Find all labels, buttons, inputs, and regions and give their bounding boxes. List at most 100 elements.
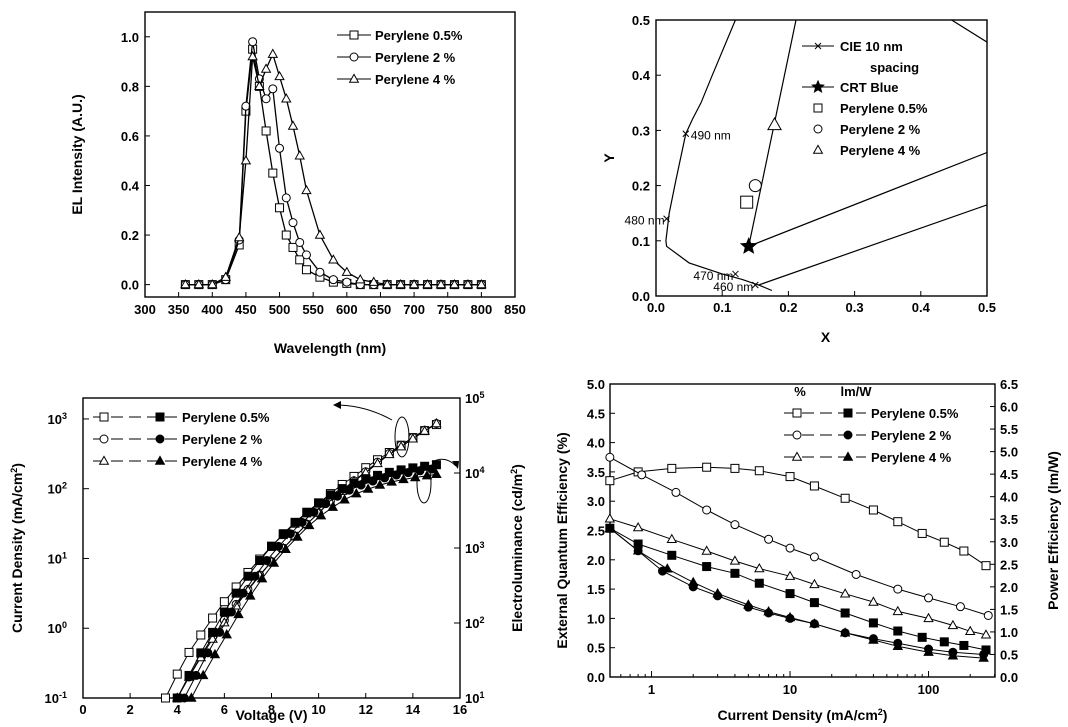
series-circle-filled bbox=[179, 464, 437, 703]
y-tick-label: 0.1 bbox=[632, 234, 650, 249]
data-point bbox=[245, 590, 256, 600]
data-point bbox=[261, 126, 271, 136]
data-point bbox=[160, 693, 170, 703]
data-point bbox=[215, 627, 225, 637]
y2-tick-label: 2.5 bbox=[1000, 557, 1018, 572]
data-point bbox=[275, 143, 285, 153]
cie-locus-curve bbox=[665, 20, 773, 292]
legend-marker bbox=[349, 52, 359, 62]
x-tick-label: 100 bbox=[918, 682, 940, 697]
y2-tick-label: 103 bbox=[465, 540, 484, 556]
data-point bbox=[327, 501, 339, 511]
y-tick-label: 0.2 bbox=[121, 228, 139, 243]
x-tick-label: 350 bbox=[168, 302, 190, 317]
data-point bbox=[959, 546, 969, 556]
data-point bbox=[380, 473, 390, 483]
data-point bbox=[341, 266, 353, 276]
cie-wavelength-mark bbox=[751, 281, 759, 289]
data-point bbox=[662, 563, 673, 573]
wavelength-label: 480 nm bbox=[625, 214, 665, 228]
legend-marker-open bbox=[792, 430, 802, 440]
data-point bbox=[351, 488, 362, 498]
data-point bbox=[701, 545, 712, 555]
ellipse-annotation bbox=[416, 462, 432, 504]
series-square-open bbox=[605, 462, 991, 571]
y-tick-label: 100 bbox=[48, 620, 67, 636]
x-axis-title: X bbox=[821, 329, 831, 345]
x-mark-stroke bbox=[663, 215, 670, 223]
y2-tick-label: 3.0 bbox=[1000, 535, 1018, 550]
series-circle-open bbox=[605, 452, 993, 620]
data-point bbox=[260, 63, 272, 73]
data-point bbox=[395, 441, 407, 451]
data-point bbox=[268, 168, 278, 178]
perylene-cie-point bbox=[740, 195, 754, 209]
legend-label: Perylene 2 % bbox=[182, 432, 263, 447]
data-point bbox=[261, 94, 271, 104]
y-tick-label: 3.0 bbox=[587, 494, 605, 509]
ellipse-annotation bbox=[394, 416, 410, 458]
data-point bbox=[981, 561, 991, 571]
data-point bbox=[321, 499, 331, 509]
data-point bbox=[295, 255, 305, 265]
data-point bbox=[309, 507, 319, 517]
data-point bbox=[403, 468, 413, 478]
data-point bbox=[328, 254, 339, 264]
data-point bbox=[287, 120, 299, 130]
y-axis-title: Y bbox=[601, 153, 617, 163]
data-point bbox=[274, 70, 285, 81]
data-point bbox=[281, 93, 292, 103]
x-tick-label: 0.2 bbox=[779, 300, 797, 315]
data-point bbox=[374, 479, 386, 489]
data-point bbox=[395, 278, 406, 289]
data-point bbox=[754, 466, 764, 476]
x-tick-label: 600 bbox=[336, 302, 358, 317]
data-point bbox=[315, 267, 325, 277]
y-tick-label: 0.5 bbox=[587, 641, 605, 656]
data-point bbox=[959, 640, 969, 650]
y-tick-label: 4.0 bbox=[587, 436, 605, 451]
legend-label: Perylene 0.5% bbox=[871, 406, 959, 421]
data-point bbox=[785, 543, 795, 553]
data-point bbox=[978, 652, 989, 662]
data-point bbox=[254, 80, 265, 91]
y2-tick-label: 0.5 bbox=[1000, 647, 1018, 662]
x-tick-label: 0.3 bbox=[846, 300, 864, 315]
y-tick-label: 1.0 bbox=[587, 611, 605, 626]
data-point bbox=[632, 521, 644, 532]
legend-label: Perylene 4 % bbox=[840, 143, 921, 158]
legend-marker-open bbox=[792, 408, 802, 418]
data-point bbox=[233, 608, 244, 619]
legend-label: Perylene 0.5% bbox=[182, 410, 270, 425]
x-tick-label: 500 bbox=[269, 302, 291, 317]
legend-marker-filled bbox=[843, 408, 853, 418]
data-point bbox=[431, 417, 442, 428]
data-point bbox=[196, 630, 206, 640]
y-axis-title: Current Density (mA/cm2) bbox=[9, 463, 25, 633]
data-point bbox=[275, 203, 285, 213]
x-mark-stroke bbox=[814, 42, 822, 50]
data-point bbox=[730, 463, 740, 473]
arrow-to-right-axis bbox=[431, 458, 457, 467]
data-point bbox=[839, 588, 851, 598]
data-point bbox=[671, 487, 681, 497]
series-square-filled bbox=[172, 460, 441, 703]
y-axis-title: EL Intensity (A.U.) bbox=[69, 94, 85, 214]
y2-axis-title: Electroluminance (cd/m2) bbox=[509, 464, 525, 632]
y2-tick-label: 0.0 bbox=[1000, 670, 1018, 685]
data-point bbox=[344, 485, 354, 495]
legend-label: Perylene 2 % bbox=[375, 50, 456, 65]
data-point bbox=[268, 84, 278, 94]
data-point bbox=[247, 50, 258, 61]
wavelength-label: 460 nm bbox=[713, 280, 753, 294]
legend-marker bbox=[813, 103, 823, 113]
data-point bbox=[892, 605, 904, 616]
legend-label: Perylene 2 % bbox=[871, 428, 952, 443]
plot-frame bbox=[144, 11, 516, 298]
data-point bbox=[917, 632, 927, 642]
data-point bbox=[219, 617, 230, 627]
data-point bbox=[667, 463, 677, 473]
y-axis-title: External Quantum Efficiency (%) bbox=[554, 432, 570, 648]
y-tick-label: 10-1 bbox=[45, 690, 67, 706]
data-point bbox=[923, 612, 934, 623]
